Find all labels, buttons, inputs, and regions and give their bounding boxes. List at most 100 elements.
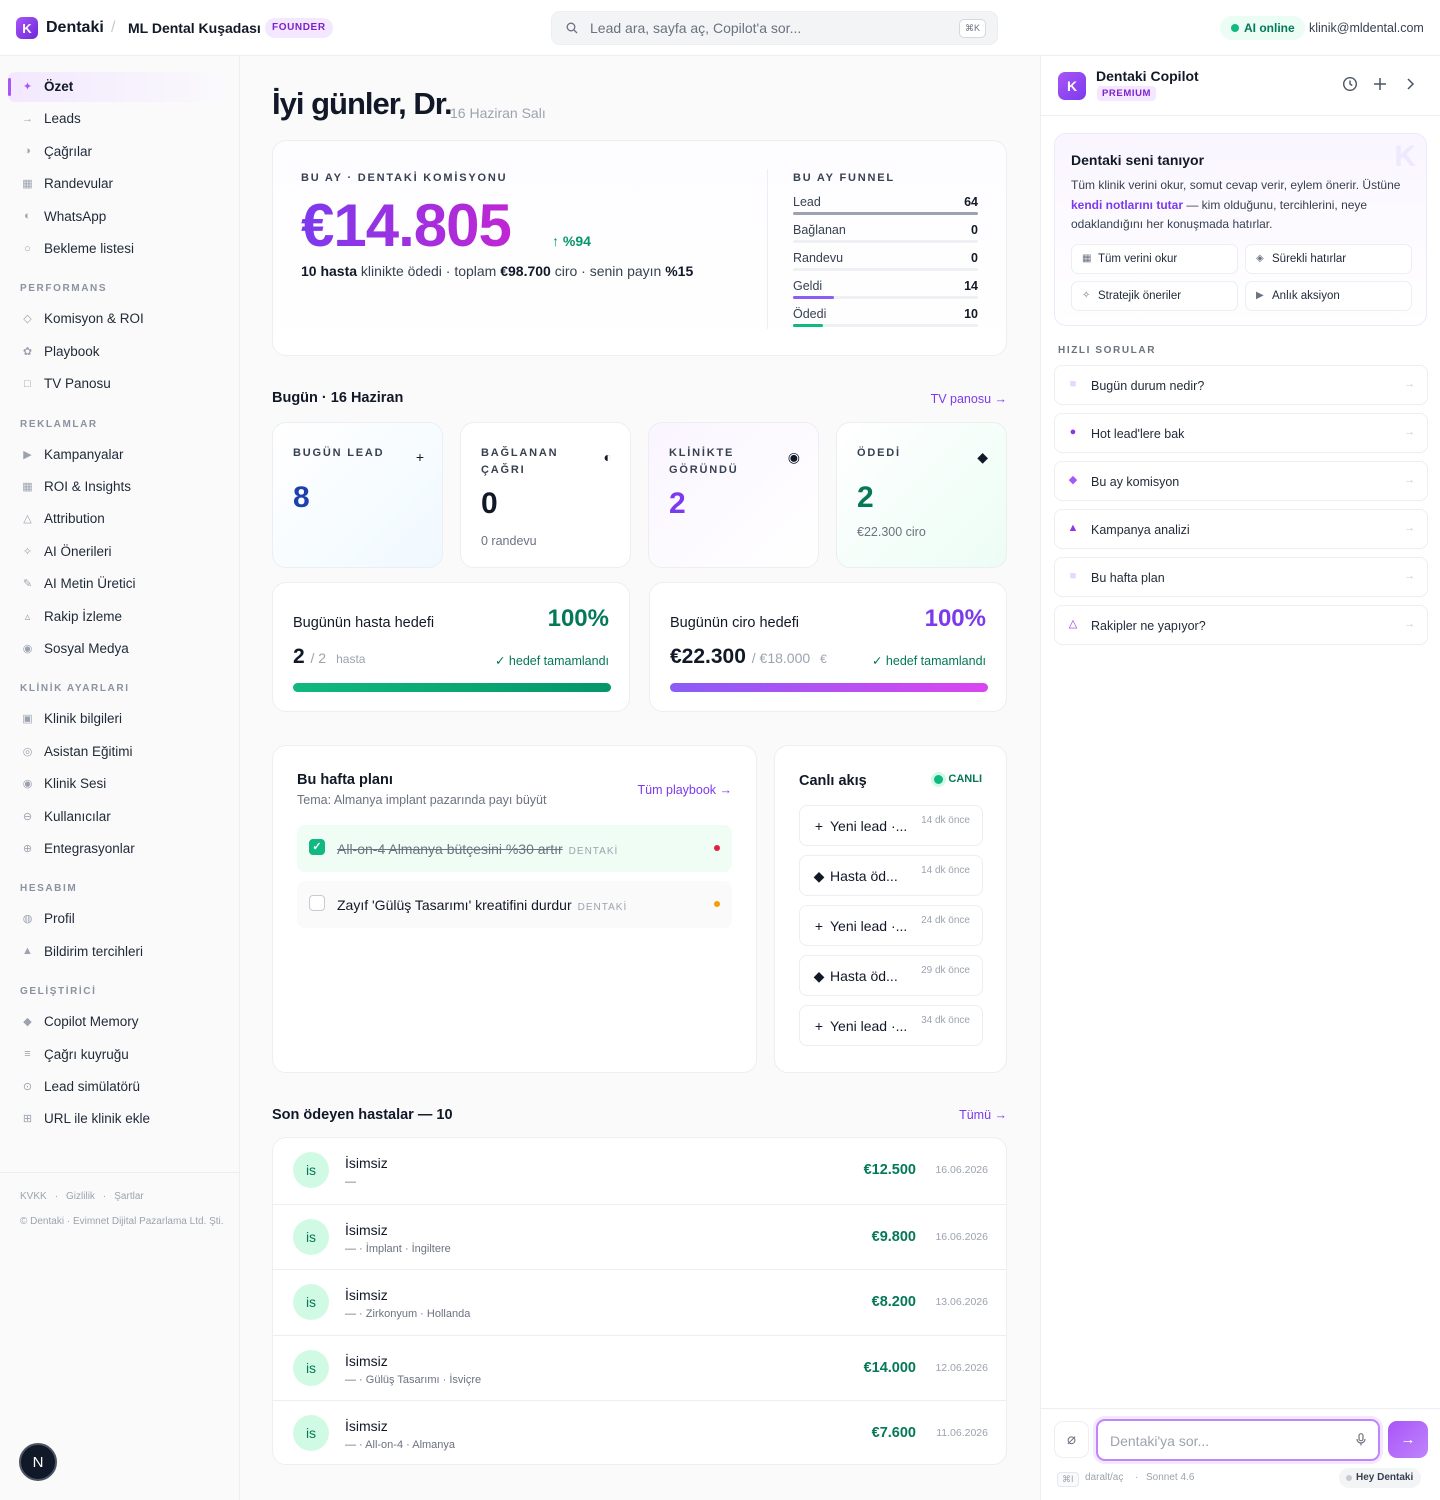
quick-question-button[interactable]: ■ Bugün durum nedir? →	[1054, 365, 1428, 405]
all-playbook-link[interactable]: Tüm playbook →	[637, 783, 732, 797]
sidebar-item-klinik-bilgileri[interactable]: ▣ Klinik bilgileri	[8, 704, 232, 734]
sidebar-item-leads[interactable]: → Leads	[8, 104, 232, 134]
avatar: is	[293, 1349, 329, 1386]
patient-name: İsimsiz	[345, 1418, 388, 1434]
sidebar-item-tv-panosu[interactable]: □ TV Panosu	[8, 369, 232, 399]
patients-title: Son ödeyen hastalar — 10	[272, 1107, 453, 1123]
stat-label: BUGÜN LEAD	[293, 447, 385, 459]
global-search[interactable]: ⌘K	[551, 11, 998, 45]
sidebar-item-komisyon-roi[interactable]: ◇ Komisyon & ROI	[8, 304, 232, 334]
patient-row[interactable]: is İsimsiz — · Gülüş Tasarımı · İsviçre €14…	[273, 1334, 1006, 1400]
summary-text: ciro · senin payın	[550, 263, 666, 279]
sidebar-item-asistan-e-itimi[interactable]: ◎ Asistan Eğitimi	[8, 737, 232, 767]
brand-name[interactable]: Dentaki	[46, 19, 104, 36]
live-feed-item[interactable]: ◆ Hasta öd... 14 dk önce	[799, 855, 983, 896]
patient-name: İsimsiz	[345, 1155, 388, 1171]
sidebar-item-copilot-memory[interactable]: ◆ Copilot Memory	[8, 1007, 232, 1037]
all-patients-link[interactable]: Tümü →	[959, 1108, 1007, 1122]
sidebar: KVKK · Gizlilik · Şartlar © Dentaki · Evimne…	[0, 56, 240, 1500]
square-icon: □	[24, 377, 31, 390]
quick-question-label: Kampanya analizi	[1091, 523, 1190, 537]
plus-icon: +	[814, 1018, 824, 1034]
search-input[interactable]	[590, 18, 950, 38]
task-checkbox[interactable]	[309, 895, 325, 911]
sidebar-item--a-r-kuyru-u[interactable]: ≡ Çağrı kuyruğu	[8, 1040, 232, 1070]
new-chat-icon[interactable]	[1371, 76, 1389, 94]
chat-input-box[interactable]	[1096, 1419, 1380, 1461]
sidebar-item-url-ile-klinik-ekle[interactable]: ⊞ URL ile klinik ekle	[8, 1104, 232, 1134]
funnel-fill	[793, 296, 834, 299]
history-icon[interactable]	[1341, 76, 1359, 94]
plan-task[interactable]: Zayıf 'Gülüş Tasarımı' kreatifini durdur…	[297, 881, 732, 928]
sidebar-item-ai-nerileri[interactable]: ✧ AI Önerileri	[8, 537, 232, 567]
microphone-icon[interactable]	[1356, 1433, 1366, 1449]
account-email[interactable]: klinik@mldental.com	[1309, 21, 1424, 35]
sidebar-item-ai-metin-retici[interactable]: ✎ AI Metin Üretici	[8, 569, 232, 599]
sidebar-item-label: URL ile klinik ekle	[44, 1111, 151, 1127]
live-feed-item[interactable]: ◆ Hasta öd... 29 dk önce	[799, 955, 983, 996]
patient-row[interactable]: is İsimsiz — €12.500 16.06.2026	[273, 1138, 1006, 1203]
sidebar-item-profil[interactable]: ◍ Profil	[8, 904, 232, 934]
status-dot-icon	[1231, 24, 1239, 32]
wake-word-badge[interactable]: Hey Dentaki	[1339, 1468, 1422, 1488]
live-feed-item[interactable]: + Yeni lead ·... 34 dk önce	[799, 1005, 983, 1046]
share-percent: %15	[665, 263, 694, 279]
patient-row[interactable]: is İsimsiz — · İmplant · İngiltere €9.800 16…	[273, 1203, 1006, 1269]
today-title: Bugün · 16 Haziran	[272, 390, 404, 406]
sidebar-item-whatsapp[interactable]: ◐ WhatsApp	[8, 202, 232, 232]
live-feed-item[interactable]: + Yeni lead ·... 14 dk önce	[799, 805, 983, 846]
send-button[interactable]: →	[1388, 1421, 1428, 1458]
sidebar-item-roi-insights[interactable]: ▦ ROI & Insights	[8, 472, 232, 502]
sidebar-item-kullan-c-lar[interactable]: ⊖ Kullanıcılar	[8, 802, 232, 832]
patient-row[interactable]: is İsimsiz — · Zirkonyum · Hollanda €8.200 1…	[273, 1269, 1006, 1334]
quick-question-button[interactable]: ▲ Kampanya analizi →	[1054, 509, 1428, 549]
goal-target: / €18.000	[751, 650, 811, 666]
sidebar-item--zet[interactable]: ✦ Özet	[8, 72, 232, 102]
sidebar-item-rakip-i-zleme[interactable]: ▵ Rakip İzleme	[8, 602, 232, 632]
plan-task[interactable]: ✓ All-on-4 Almanya bütçesini %30 artır DEN…	[297, 825, 732, 872]
live-feed-item[interactable]: + Yeni lead ·... 24 dk önce	[799, 905, 983, 946]
sidebar-item--a-r-lar[interactable]: ◑ Çağrılar	[8, 137, 232, 167]
collapse-chevron-icon[interactable]	[1401, 76, 1419, 94]
sidebar-item-label: Asistan Eğitimi	[44, 743, 133, 759]
feed-time: 14 dk önce	[921, 865, 970, 876]
legal-link[interactable]: KVKK	[20, 1191, 47, 1202]
chat-input[interactable]	[1110, 1431, 1340, 1451]
patient-row[interactable]: is İsimsiz — · All-on-4 · Almanya €7.600 11.…	[273, 1400, 1006, 1464]
quick-question-button[interactable]: △ Rakipler ne yapıyor? →	[1054, 605, 1428, 645]
sidebar-item-lead-sim-lat-r-[interactable]: ⊙ Lead simülatörü	[8, 1072, 232, 1102]
quick-question-button[interactable]: ■ Bu hafta plan →	[1054, 557, 1428, 597]
clinic-name[interactable]: ML Dental Kuşadası	[128, 20, 261, 36]
sidebar-item-label: Randevular	[44, 176, 114, 192]
queue-icon: ≡	[24, 1048, 31, 1061]
legal-link[interactable]: Gizlilik	[66, 1191, 95, 1202]
stat-value: 2	[857, 481, 874, 514]
sidebar-item-bekleme-listesi[interactable]: ○ Bekleme listesi	[8, 234, 232, 264]
sidebar-item-playbook[interactable]: ✿ Playbook	[8, 337, 232, 367]
attach-icon[interactable]: ⌀	[1054, 1421, 1089, 1458]
legal-link[interactable]: Şartlar	[114, 1191, 144, 1202]
task-text: Zayıf 'Gülüş Tasarımı' kreatifini durdur…	[337, 897, 627, 913]
sidebar-item-entegrasyonlar[interactable]: ⊕ Entegrasyonlar	[8, 834, 232, 864]
sidebar-item-bildirim-tercihleri[interactable]: ▲ Bildirim tercihleri	[8, 937, 232, 967]
card-divider	[767, 169, 768, 329]
sidebar-item-randevular[interactable]: ▦ Randevular	[8, 169, 232, 199]
feed-time: 29 dk önce	[921, 965, 970, 976]
sidebar-item-klinik-sesi[interactable]: ◉ Klinik Sesi	[8, 769, 232, 799]
tv-board-link[interactable]: TV panosu →	[930, 392, 1007, 406]
chip-label: Stratejik öneriler	[1098, 290, 1182, 302]
user-avatar[interactable]: N	[19, 1443, 57, 1481]
square-dot-icon: ▣	[22, 713, 33, 726]
brand-logo-icon[interactable]: K	[16, 17, 38, 39]
quick-question-button[interactable]: ● Hot lead'lere bak →	[1054, 413, 1428, 453]
triangle-icon: △	[23, 513, 32, 526]
sidebar-section-title: HESABIM	[20, 883, 78, 895]
sidebar-item-attribution[interactable]: △ Attribution	[8, 504, 232, 534]
intro-text-part: — kim olduğunu, tercihlerini, neye odakl…	[1071, 197, 1368, 232]
quick-question-button[interactable]: ◆ Bu ay komisyon →	[1054, 461, 1428, 501]
sidebar-item-sosyal-medya[interactable]: ◉ Sosyal Medya	[8, 634, 232, 664]
patient-name: İsimsiz	[345, 1352, 388, 1369]
sidebar-item-kampanyalar[interactable]: ▶ Kampanyalar	[8, 440, 232, 470]
task-checkbox[interactable]: ✓	[309, 839, 325, 855]
funnel-label: Lead	[793, 195, 821, 209]
